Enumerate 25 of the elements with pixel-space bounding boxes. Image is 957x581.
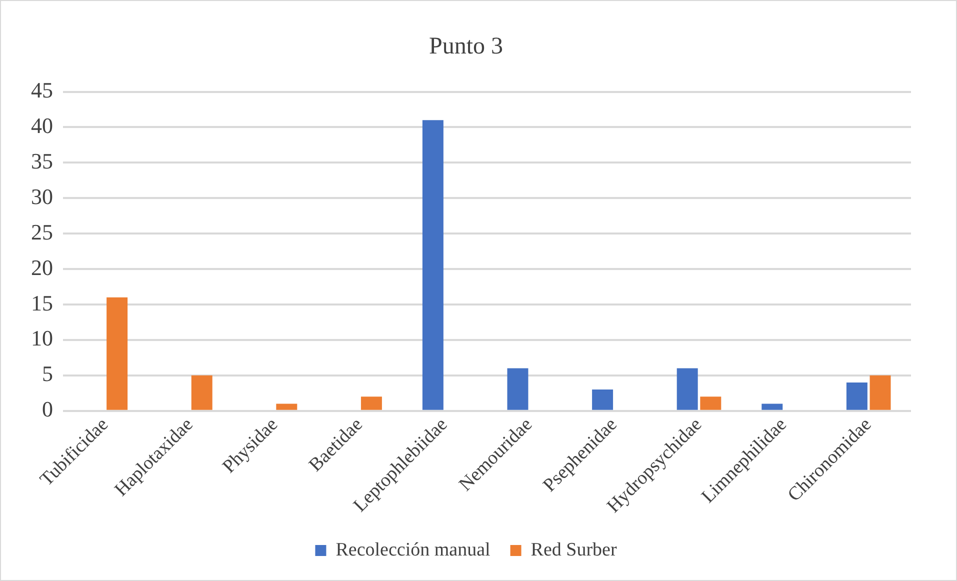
- bar: [191, 375, 212, 410]
- bar: [507, 368, 528, 410]
- y-tick-label: 5: [42, 361, 53, 386]
- y-tick-label: 10: [31, 326, 53, 351]
- y-tick-label: 15: [31, 290, 53, 316]
- bar: [762, 404, 783, 410]
- bar: [360, 396, 382, 410]
- y-tick-label: 40: [31, 113, 53, 138]
- bar: [592, 390, 614, 410]
- legend-label: Red Surber: [530, 539, 618, 560]
- legend-label: Recolección manual: [336, 539, 490, 560]
- y-tick-label: 0: [42, 396, 53, 422]
- bar: [276, 404, 298, 410]
- y-tick-label: 30: [31, 184, 53, 209]
- bar: [422, 120, 444, 410]
- chart-title: Punto 3: [428, 34, 504, 60]
- bar: [846, 382, 868, 410]
- bar: [106, 297, 128, 410]
- bar: [700, 396, 722, 410]
- y-tick-label: 25: [31, 219, 53, 244]
- bar: [870, 375, 891, 410]
- y-tick-label: 45: [31, 78, 53, 103]
- y-tick-label: 20: [31, 254, 53, 280]
- y-tick-label: 35: [31, 148, 53, 174]
- bar: [676, 368, 698, 410]
